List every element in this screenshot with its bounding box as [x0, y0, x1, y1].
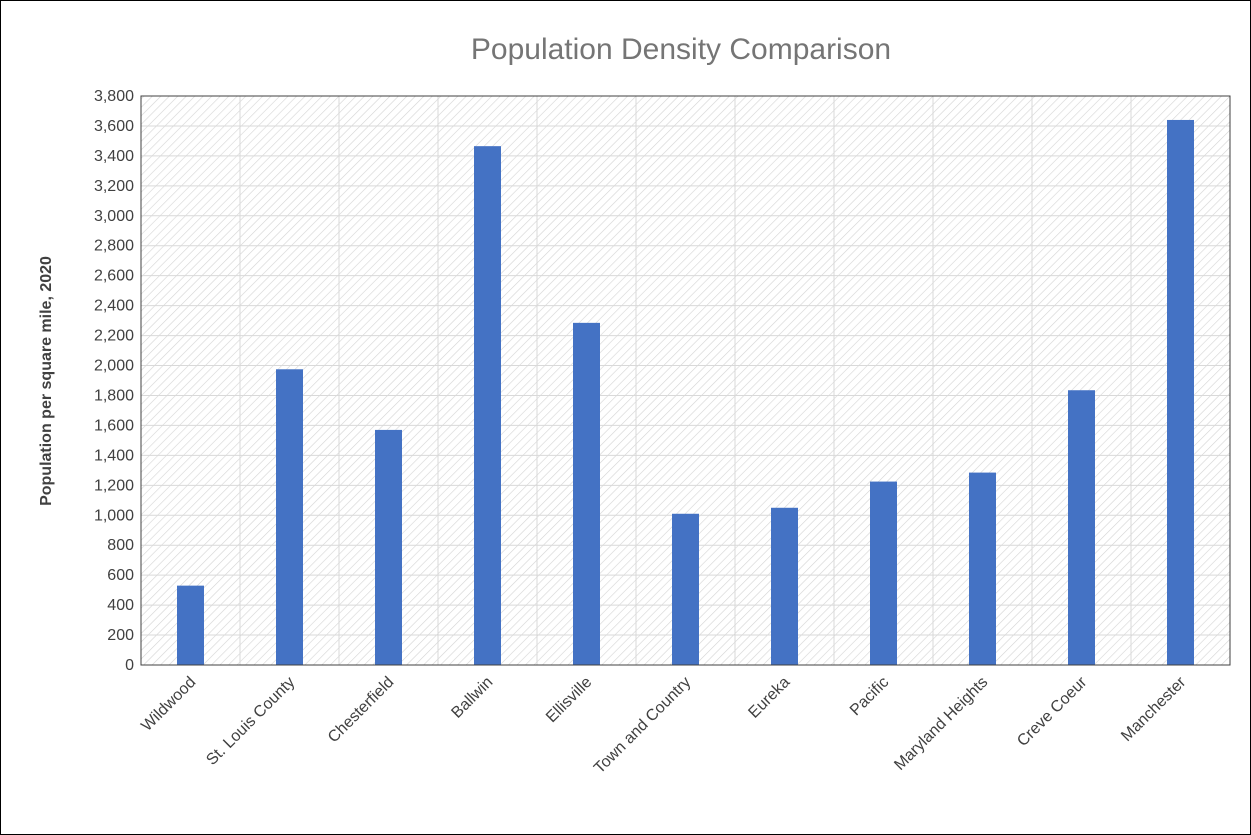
- chart-title: Population Density Comparison: [471, 33, 891, 66]
- x-tick-label: Maryland Heights: [891, 674, 991, 774]
- y-axis-ticks: 0 200 400 600 800 1,000 1,200 1,400 1,600 1,800 2,…: [94, 88, 134, 674]
- y-tick-label: 2,800: [94, 238, 134, 255]
- bar-chesterfield: [375, 429, 402, 665]
- y-tick-label: 2,400: [94, 298, 134, 315]
- bar-ballwin: [474, 146, 501, 665]
- x-tick-label: Creve Coeur: [1014, 673, 1091, 750]
- x-tick-label: Ballwin: [448, 674, 496, 722]
- bar-st-louis-county: [276, 369, 303, 665]
- y-tick-label: 3,400: [94, 148, 134, 165]
- x-tick-label: Pacific: [847, 674, 892, 719]
- x-tick-label: Wildwood: [138, 674, 199, 735]
- bar-wildwood: [177, 585, 204, 665]
- x-tick-label: Town and Country: [591, 674, 694, 777]
- y-tick-label: 600: [107, 567, 134, 584]
- bar-eureka: [771, 507, 798, 665]
- y-tick-label: 3,800: [94, 88, 134, 105]
- plot-border: [140, 95, 1231, 666]
- y-tick-label: 1,400: [94, 447, 134, 464]
- y-axis-label: Population per square mile, 2020: [38, 256, 55, 506]
- bar-pacific: [870, 481, 897, 665]
- x-tick-label: St. Louis County: [203, 674, 298, 769]
- y-tick-label: 2,200: [94, 328, 134, 345]
- x-axis-ticks: Wildwood St. Louis County Chesterfield Ball…: [138, 673, 1190, 777]
- y-tick-label: 1,600: [94, 417, 134, 434]
- y-tick-label: 2,000: [94, 358, 134, 375]
- bar-manchester: [1167, 119, 1194, 666]
- bar-ellisville: [573, 322, 600, 665]
- y-tick-label: 3,600: [94, 118, 134, 135]
- y-tick-label: 400: [107, 597, 134, 614]
- x-tick-label: Eureka: [745, 674, 793, 722]
- y-tick-label: 200: [107, 627, 134, 644]
- y-tick-label: 800: [107, 537, 134, 554]
- x-tick-label: Chesterfield: [325, 674, 397, 746]
- bar-town-and-country: [672, 513, 699, 665]
- y-tick-label: 2,600: [94, 268, 134, 285]
- bar-creve-coeur: [1068, 390, 1095, 665]
- x-tick-label: Manchester: [1118, 673, 1190, 745]
- y-tick-label: 3,200: [94, 178, 134, 195]
- bars: [177, 119, 1194, 666]
- x-tick-label: Ellisville: [543, 674, 595, 726]
- y-tick-label: 1,000: [94, 507, 134, 524]
- y-tick-label: 3,000: [94, 208, 134, 225]
- y-tick-label: 0: [125, 657, 134, 674]
- bar-maryland-heights: [969, 472, 996, 665]
- y-tick-label: 1,800: [94, 387, 134, 404]
- y-tick-label: 1,200: [94, 477, 134, 494]
